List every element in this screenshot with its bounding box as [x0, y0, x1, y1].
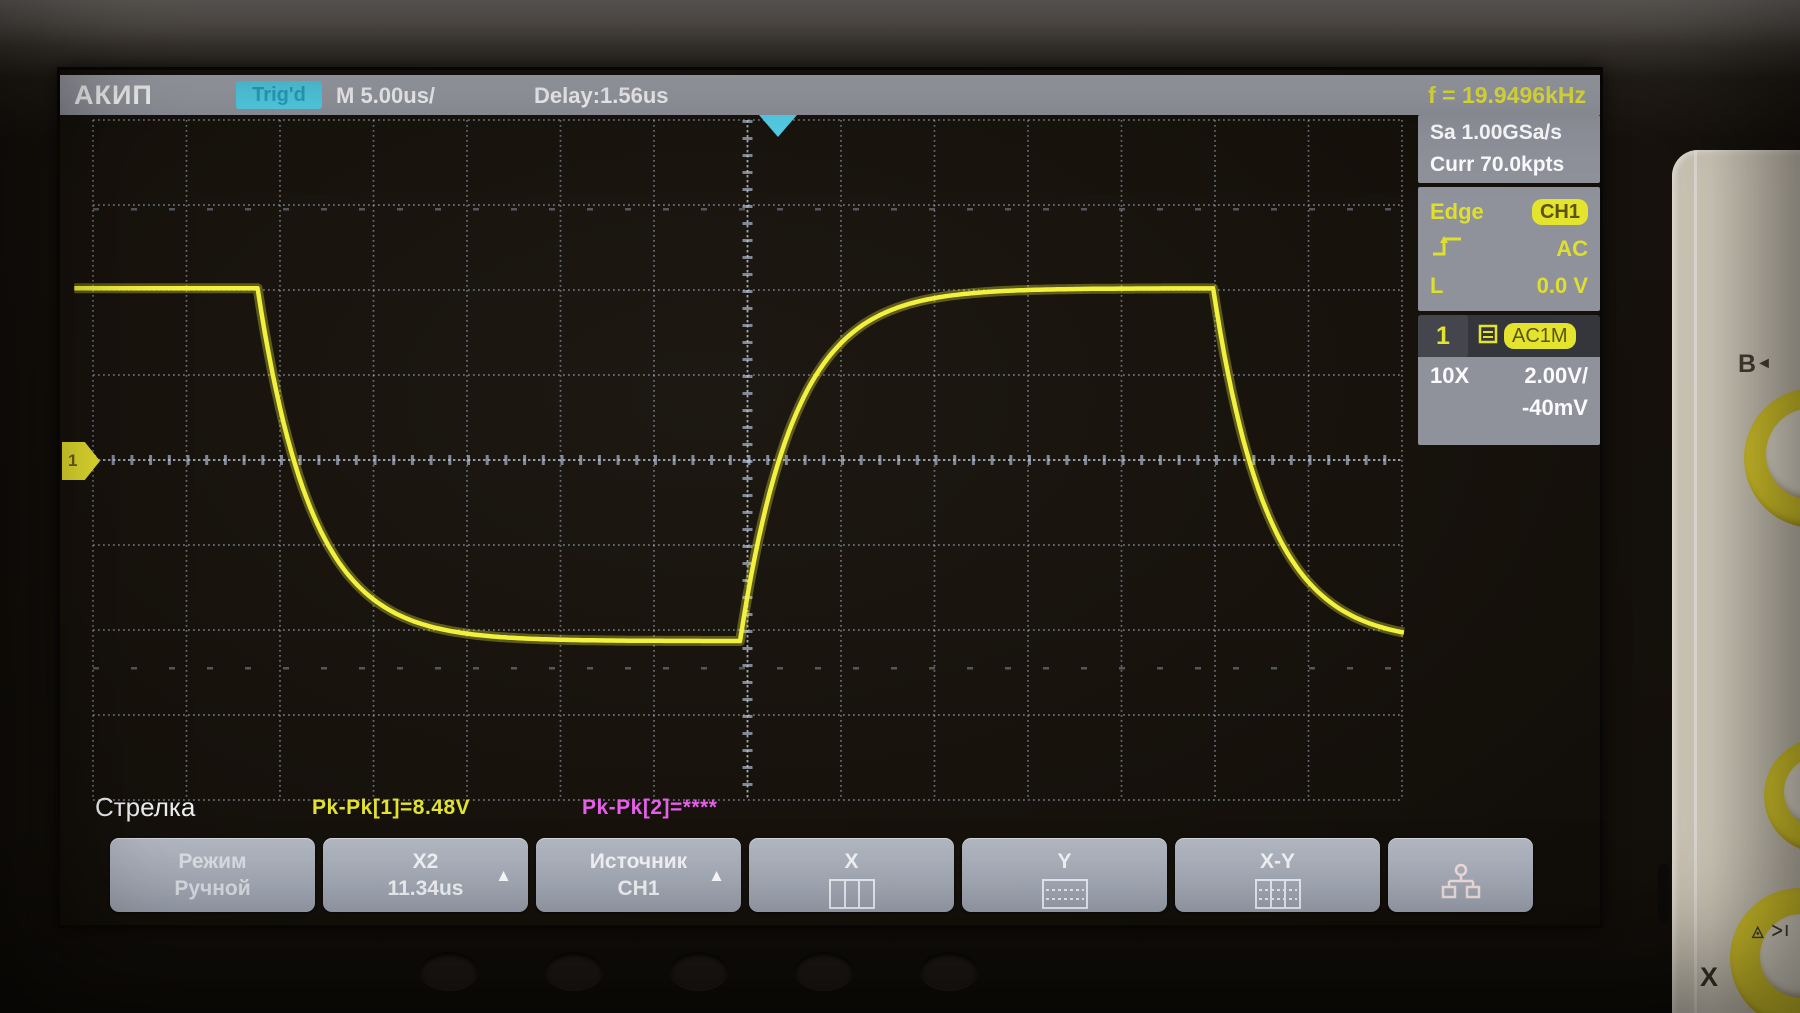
middle-knob[interactable] [1764, 738, 1800, 853]
panel-symbols: ◬ ᐳǀ [1752, 923, 1791, 940]
softkey-x2-button[interactable]: X2 11.34us ▲ [323, 838, 528, 912]
delay-readout: Delay:1.56us [534, 83, 669, 108]
probe-attenuation: 10X [1430, 363, 1470, 388]
waveform-glow [74, 283, 1406, 647]
xy-grid-icon [1175, 876, 1380, 919]
channel-offset: -40mV [1521, 395, 1588, 420]
frequency-readout: f = 19.9496kHz [1428, 82, 1586, 108]
softkey-x-cursors-button[interactable]: X [749, 838, 954, 912]
panel-slot [1658, 864, 1669, 922]
y-cursors-icon [962, 876, 1167, 919]
tree-icon [1388, 862, 1533, 909]
trigger-status-badge: Trig'd [236, 81, 322, 109]
channel1-level-marker[interactable]: 1 [62, 442, 100, 480]
acquisition-panel: Sa 1.00GSa/s Curr 70.0kpts [1418, 115, 1600, 183]
front-panel-button[interactable] [670, 952, 728, 990]
softkey-menu-tree-button[interactable] [1388, 838, 1533, 912]
pkpk-ch1-readout: Pk-Pk[1]=8.48V [312, 796, 471, 819]
channel-coupling-badge: AC1M [1504, 323, 1576, 349]
timebase-readout: M 5.00us/ [336, 83, 436, 108]
status-bar: АКИП Trig'd M 5.00us/ Delay:1.56us f = 1… [60, 75, 1600, 115]
oscilloscope-screen: АКИП Trig'd M 5.00us/ Delay:1.56us f = 1… [60, 70, 1600, 925]
panel-label-x: X [1700, 962, 1719, 992]
graticule-and-waveform [74, 119, 1406, 801]
trigger-mode-label: Edge [1430, 198, 1484, 224]
channel1-panel: 1 AC1M 10X 2.00V/ -40mV [1418, 315, 1600, 445]
front-panel-right: B◄ ◬ ᐳǀ X [1672, 150, 1800, 1013]
volts-per-div: 2.00V/ [1524, 363, 1588, 388]
horizontal-scale-knob[interactable] [1730, 888, 1800, 1013]
softkey-y-cursors-button[interactable]: Y [962, 838, 1167, 912]
softkey-menu: Режим Ручной X2 11.34us ▲ Источник CH1 ▲… [110, 838, 1533, 912]
front-panel-button[interactable] [545, 952, 603, 990]
brand-logo: АКИП [74, 80, 153, 110]
softkey-mode-button[interactable]: Режим Ручной [110, 838, 315, 912]
x-cursors-icon [749, 876, 954, 919]
channel-number-badge: 1 [1418, 315, 1468, 357]
waveform-trace [74, 286, 1405, 644]
sample-rate: Sa 1.00GSa/s [1430, 121, 1562, 144]
memory-depth: Curr 70.0kpts [1430, 153, 1565, 176]
horizontal-position-knob[interactable] [1744, 388, 1800, 528]
front-panel-button[interactable] [920, 952, 978, 990]
panel-seam [1694, 150, 1697, 1013]
up-arrow-icon: ▲ [708, 866, 725, 885]
up-arrow-icon: ▲ [495, 866, 512, 885]
bandwidth-icon [1478, 324, 1498, 349]
trigger-panel: Edge CH1 AC L 0.0 V [1418, 187, 1600, 311]
pkpk-ch2-readout: Pk-Pk[2]=**** [582, 796, 718, 819]
cursor-mode-label: Стрелка [95, 792, 196, 822]
trigger-level-label: L [1430, 272, 1444, 298]
trigger-level-value: 0.0 V [1536, 272, 1588, 298]
trigger-source-badge: CH1 [1531, 198, 1588, 225]
front-panel-button[interactable] [795, 952, 853, 990]
panel-label-b: B◄ [1738, 350, 1772, 378]
softkey-xy-cursors-button[interactable]: X-Y [1175, 838, 1380, 912]
trigger-coupling: AC [1556, 235, 1588, 261]
rising-edge-icon [1430, 233, 1464, 265]
trigger-position-marker[interactable] [759, 115, 797, 137]
front-panel-button[interactable] [420, 952, 478, 990]
softkey-source-button[interactable]: Источник CH1 ▲ [536, 838, 741, 912]
